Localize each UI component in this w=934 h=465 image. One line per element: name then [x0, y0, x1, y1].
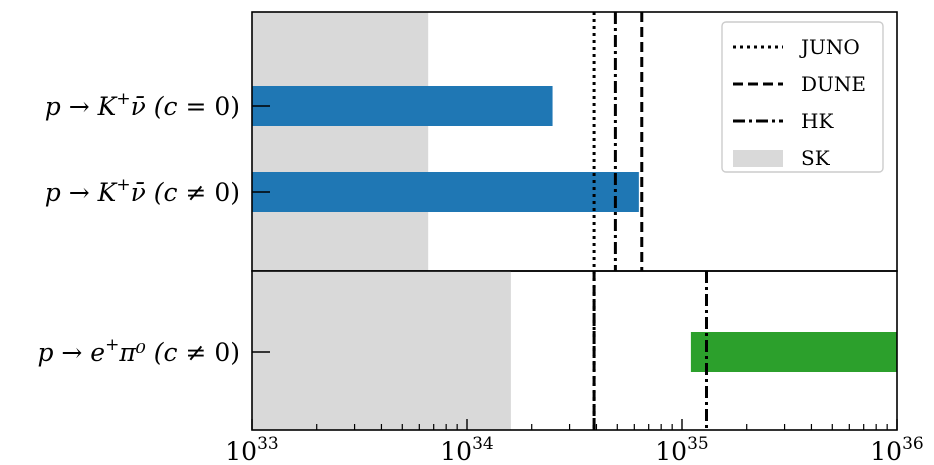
- category-label: p → e+π⁰ (c ≠ 0): [37, 335, 240, 367]
- sk-region: [252, 271, 511, 430]
- legend-label: DUNE: [801, 72, 866, 96]
- data-bar: [690, 332, 897, 372]
- data-bar: [252, 86, 553, 126]
- x-axis-ticks: 1033 1034 1035 1036: [225, 419, 924, 465]
- legend-box: [721, 21, 884, 173]
- sk-region: [252, 12, 429, 271]
- legend: JUNO DUNE HK SK: [721, 21, 884, 173]
- y-axis-labels: p → K+ν̄ (c = 0) p → K+ν̄ (c ≠ 0) p → e+π⁰…: [37, 89, 270, 367]
- x-tick-label: 1034: [440, 434, 493, 465]
- category-label: p → K+ν̄ (c = 0): [45, 89, 240, 121]
- category-label: p → K+ν̄ (c ≠ 0): [45, 175, 240, 207]
- x-tick-label: 1033: [225, 434, 278, 465]
- panel-frame: [251, 270, 898, 431]
- panels-layer: [251, 11, 898, 431]
- data-bar: [252, 172, 639, 212]
- legend-label: HK: [801, 109, 834, 133]
- legend-label: SK: [801, 146, 831, 170]
- x-tick-label: 1036: [870, 434, 923, 465]
- legend-label: JUNO: [799, 35, 860, 59]
- x-tick-label: 1035: [655, 434, 708, 465]
- legend-swatch-sk: [733, 150, 783, 167]
